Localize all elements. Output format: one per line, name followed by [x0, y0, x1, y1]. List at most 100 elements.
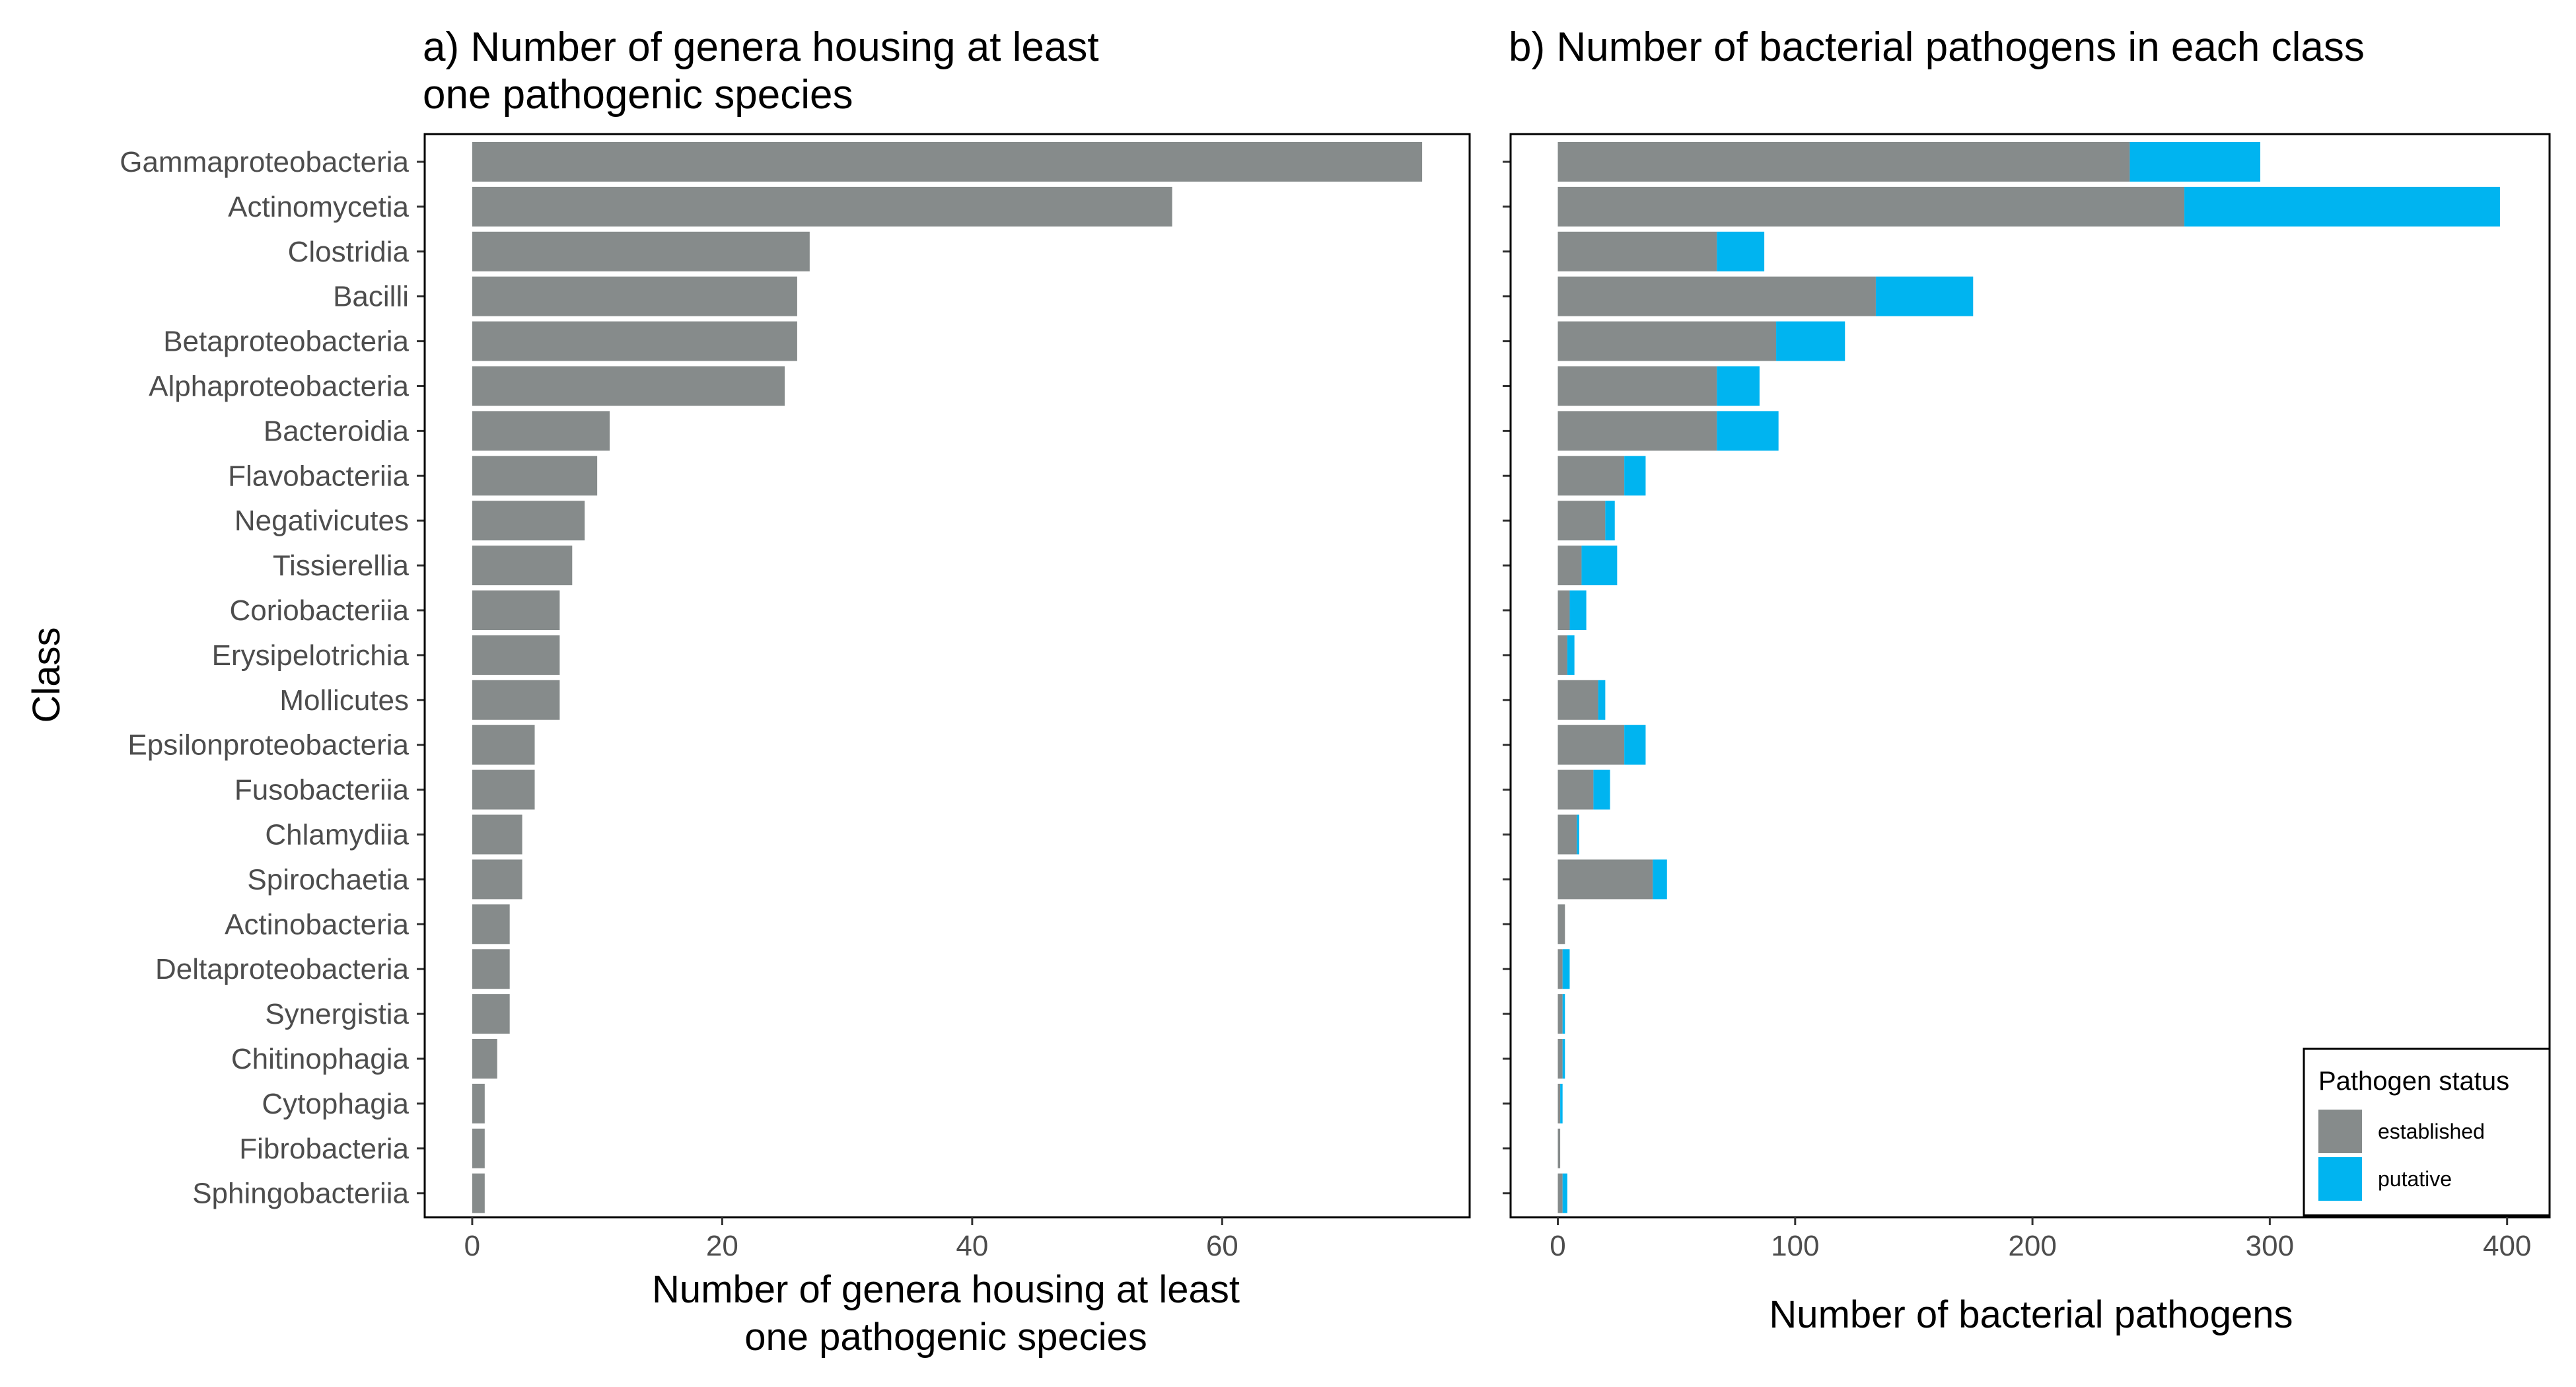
legend-title: Pathogen status	[2318, 1067, 2509, 1096]
panel-b-x-tick-label: 200	[2008, 1230, 2056, 1262]
category-label-cytophagia: Cytophagia	[262, 1088, 409, 1120]
legend-label-established: established	[2378, 1120, 2485, 1143]
category-label-actinomycetia: Actinomycetia	[228, 191, 409, 223]
panel-b-bar-putative-alphaproteobacteria	[1717, 366, 1760, 406]
panel-b-bar-putative-spirochaetia	[1653, 859, 1667, 900]
panel-b-bar-established-alphaproteobacteria	[1557, 366, 1717, 406]
panel-b-bar-established-fusobacteriia	[1557, 769, 1594, 810]
panel-b-bar-putative-gammaproteobacteria	[2129, 142, 2261, 182]
panel-a-genera-per-class: Gammaproteobacteria Actinomycetia Clostrid…	[120, 133, 1471, 1262]
panel-b-bar-putative-synergistia	[1562, 994, 1565, 1034]
panel-b-pathogens-per-class: 0 100 200 300 400	[1503, 133, 2551, 1262]
panel-b-bar-putative-sphingobacteriia	[1562, 1173, 1567, 1213]
panel-a-bar-bacteroidia	[472, 411, 610, 451]
legend-label-putative: putative	[2378, 1167, 2452, 1191]
panel-b-bar-established-erysipelotrichia	[1557, 635, 1567, 675]
panel-a-x-tick-label: 20	[706, 1230, 738, 1262]
category-label-betaproteobacteria: Betaproteobacteria	[163, 326, 409, 358]
panel-a-bar-sphingobacteriia	[472, 1173, 485, 1213]
panel-a-plot-frame	[423, 133, 1471, 1219]
panel-b-bar-putative-mollicutes	[1598, 680, 1606, 720]
panel-b-bar-putative-flavobacteriia	[1624, 456, 1646, 496]
panel-a-bar-coriobacteriia	[472, 590, 560, 630]
panel-b-x-tick-label: 300	[2246, 1230, 2294, 1262]
category-label-fusobacteriia: Fusobacteriia	[234, 774, 410, 806]
panel-a-bar-betaproteobacteria	[472, 321, 797, 361]
category-label-tissierellia: Tissierellia	[273, 550, 410, 582]
panel-a-x-tick-label: 0	[464, 1230, 480, 1262]
panel-b-bar-established-actinobacteria	[1557, 904, 1565, 944]
panel-b-bar-putative-erysipelotrichia	[1567, 635, 1575, 675]
panel-a-bar-clostridia	[472, 231, 810, 271]
category-label-synergistia: Synergistia	[265, 998, 409, 1030]
panel-b-bar-putative-cytophagia	[1560, 1083, 1563, 1123]
panel-a-bar-mollicutes	[472, 680, 560, 720]
panel-b-bar-putative-coriobacteriia	[1569, 590, 1587, 630]
panel-b-bar-established-epsilonproteobacteria	[1557, 725, 1625, 765]
panel-a-x-axis-title-line-2: one pathogenic species	[744, 1316, 1147, 1359]
panel-a-bar-chitinophagia	[472, 1039, 497, 1079]
panel-b-bar-putative-tissierellia	[1581, 546, 1618, 586]
panel-a-bar-actinomycetia	[472, 186, 1172, 227]
legend: Pathogen status established putative	[2303, 1048, 2551, 1217]
panel-b-bar-putative-deltaproteobacteria	[1562, 949, 1570, 989]
panel-b-bar-putative-fusobacteriia	[1593, 769, 1610, 810]
category-label-clostridia: Clostridia	[288, 236, 410, 268]
panel-b-bar-putative-clostridia	[1717, 231, 1765, 271]
panel-b-bar-established-chitinophagia	[1557, 1039, 1563, 1079]
panel-a-bar-chlamydiia	[472, 814, 522, 855]
category-label-sphingobacteriia: Sphingobacteriia	[192, 1178, 409, 1210]
category-label-deltaproteobacteria: Deltaproteobacteria	[155, 953, 410, 985]
panel-b-x-axis-title: Number of bacterial pathogens	[1769, 1293, 2293, 1336]
category-label-flavobacteriia: Flavobacteriia	[228, 460, 409, 492]
panel-b-bar-established-spirochaetia	[1557, 859, 1653, 900]
panel-b-x-tick-label: 0	[1550, 1230, 1565, 1262]
panel-a-title-line-1: a) Number of genera housing at least	[423, 24, 1099, 70]
panel-b-bar-putative-bacteroidia	[1717, 411, 1779, 451]
panel-a-x-axis-title-line-1: Number of genera housing at least	[652, 1268, 1240, 1311]
panel-b-title: b) Number of bacterial pathogens in each…	[1509, 24, 2365, 70]
panel-a-bar-synergistia	[472, 994, 510, 1034]
panel-b-bar-putative-betaproteobacteria	[1776, 321, 1845, 361]
panel-b-bar-putative-epsilonproteobacteria	[1624, 725, 1646, 765]
panel-b-bar-established-cytophagia	[1557, 1083, 1561, 1123]
category-label-negativicutes: Negativicutes	[234, 505, 409, 537]
panel-a-bar-gammaproteobacteria	[472, 142, 1423, 182]
panel-a-bar-deltaproteobacteria	[472, 949, 510, 989]
panel-b-bar-established-bacilli	[1557, 276, 1876, 316]
panel-b-bar-established-actinomycetia	[1557, 186, 2185, 227]
category-label-mollicutes: Mollicutes	[279, 684, 409, 717]
panel-a-bar-fibrobacteria	[472, 1128, 485, 1168]
panel-a-bar-actinobacteria	[472, 904, 510, 944]
panel-a-bar-spirochaetia	[472, 859, 522, 900]
category-label-erysipelotrichia: Erysipelotrichia	[212, 639, 410, 672]
panel-a-bar-bacilli	[472, 276, 797, 316]
panel-a-bar-fusobacteriia	[472, 769, 535, 810]
panel-b-bar-established-flavobacteriia	[1557, 456, 1625, 496]
panel-b-bar-established-gammaproteobacteria	[1557, 142, 2130, 182]
category-label-bacteroidia: Bacteroidia	[264, 415, 410, 447]
panel-b-bar-established-chlamydiia	[1557, 814, 1577, 855]
panel-b-bar-established-synergistia	[1557, 994, 1563, 1034]
panel-a-x-tick-label: 60	[1206, 1230, 1238, 1262]
panel-b-bar-established-tissierellia	[1557, 546, 1582, 586]
category-label-spirochaetia: Spirochaetia	[247, 863, 409, 896]
category-label-epsilonproteobacteria: Epsilonproteobacteria	[127, 729, 409, 762]
panel-a-bar-erysipelotrichia	[472, 635, 560, 675]
legend-swatch-established	[2318, 1110, 2362, 1153]
legend-swatch-putative	[2318, 1157, 2362, 1201]
category-label-chlamydiia: Chlamydiia	[265, 819, 409, 851]
panel-a-x-tick-label: 40	[956, 1230, 988, 1262]
panel-a-bar-negativicutes	[472, 501, 585, 541]
panel-b-bar-putative-chitinophagia	[1562, 1039, 1565, 1079]
category-label-coriobacteriia: Coriobacteriia	[230, 594, 410, 627]
panel-b-x-tick-label: 100	[1771, 1230, 1819, 1262]
panel-b-bar-established-betaproteobacteria	[1557, 321, 1777, 361]
category-label-chitinophagia: Chitinophagia	[231, 1043, 410, 1075]
panel-b-bar-established-coriobacteriia	[1557, 590, 1570, 630]
panel-b-bar-established-mollicutes	[1557, 680, 1598, 720]
panel-b-bar-putative-actinomycetia	[2184, 186, 2500, 227]
panel-b-bar-established-fibrobacteria	[1557, 1128, 1561, 1168]
panel-b-bar-putative-bacilli	[1875, 276, 1974, 316]
